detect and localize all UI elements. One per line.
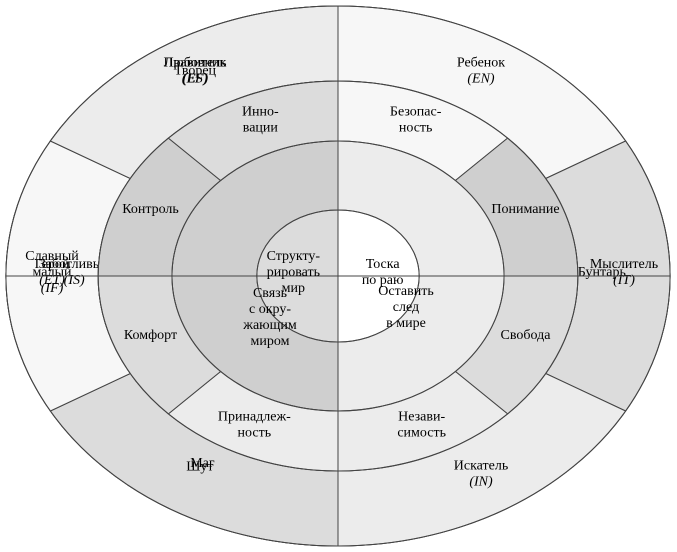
motivation-label: Незави-симость <box>397 409 446 440</box>
archetype-label: Бунтарь <box>578 265 626 280</box>
motivation-label: Комфорт <box>124 328 177 343</box>
motivation-label: Понимание <box>491 202 559 217</box>
archetype-label: Творец <box>174 64 217 79</box>
motivation-label: Контроль <box>122 202 179 217</box>
motivation-label: Инно-вации <box>242 105 279 136</box>
motivation-label: Свобода <box>501 328 552 343</box>
archetype-label: Шут <box>186 459 213 474</box>
